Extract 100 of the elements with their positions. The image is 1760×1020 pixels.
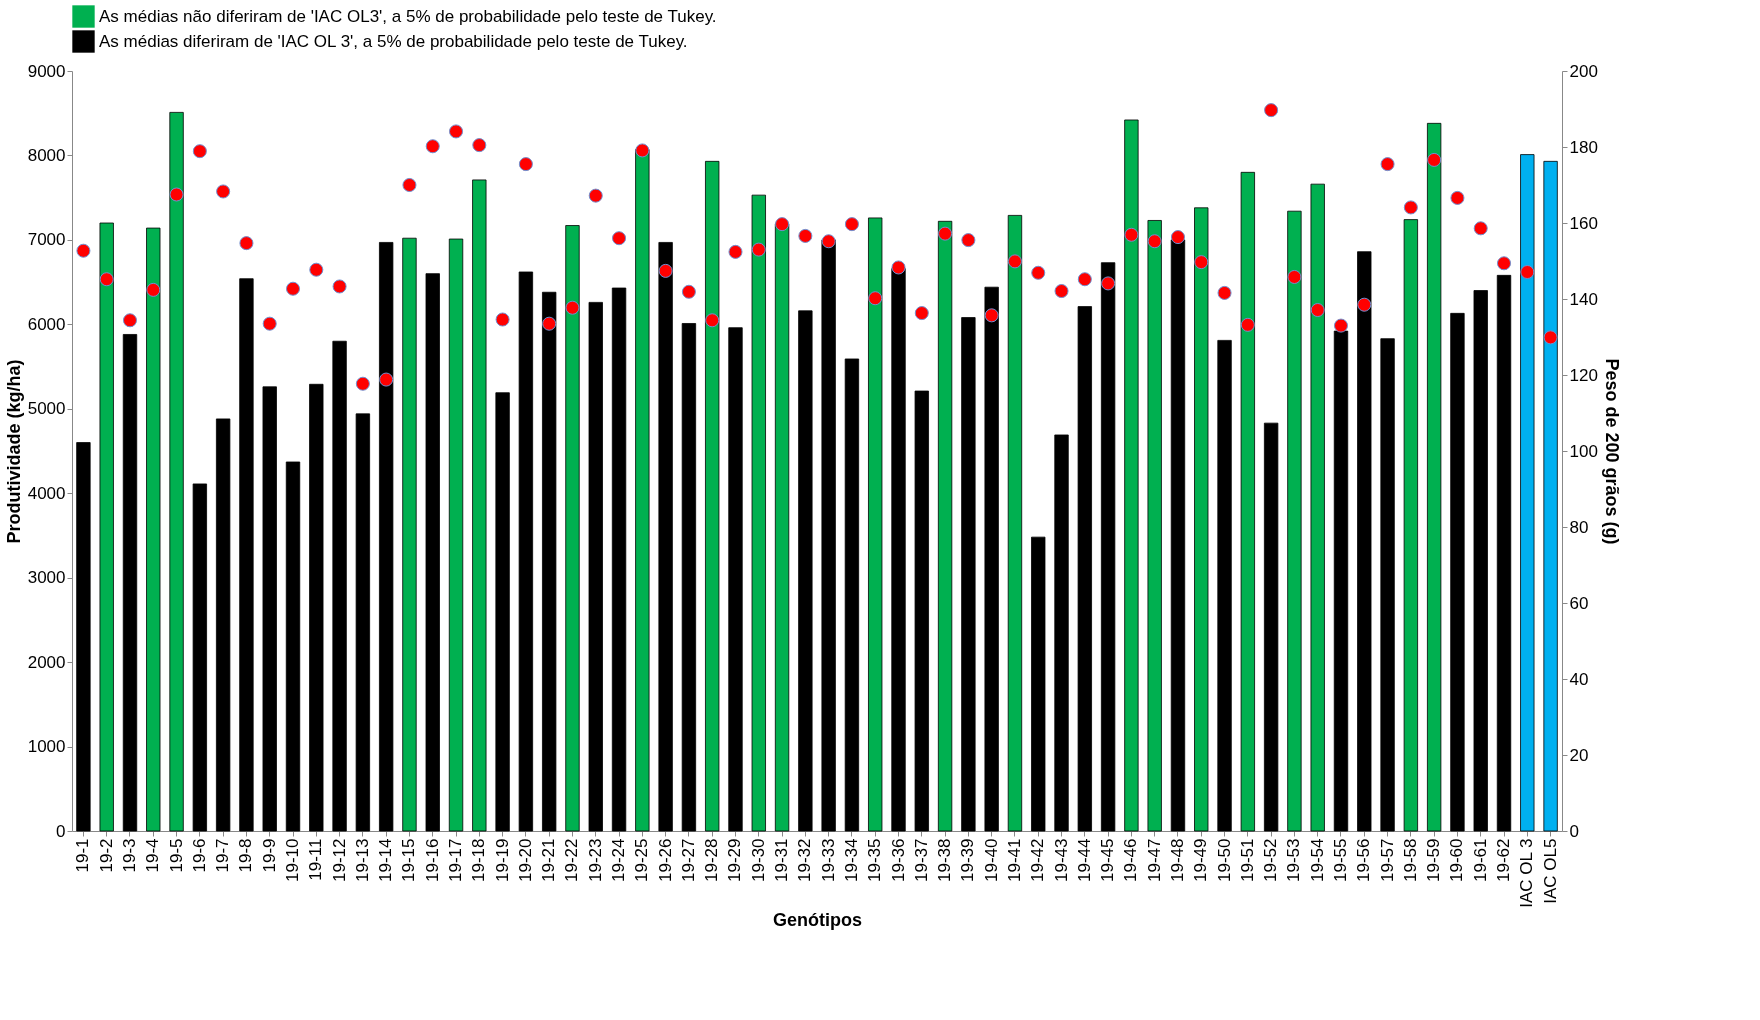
x-tick-label: 19-35 bbox=[865, 838, 885, 882]
bar bbox=[1240, 171, 1255, 832]
x-tick-label: 19-17 bbox=[446, 838, 466, 882]
x-tick-label: 19-45 bbox=[1098, 838, 1118, 882]
y-tick-label: 6000 bbox=[27, 314, 66, 334]
x-tick-label: 19-20 bbox=[515, 838, 535, 882]
y-tick-label: 1000 bbox=[27, 737, 66, 757]
x-tick-label: 19-49 bbox=[1191, 838, 1211, 882]
bar bbox=[192, 483, 208, 832]
bar bbox=[1426, 122, 1442, 832]
bar bbox=[844, 358, 860, 832]
bar bbox=[542, 291, 557, 832]
bar bbox=[681, 323, 697, 832]
x-tick-label: 19-56 bbox=[1354, 838, 1374, 882]
y-axis-title: Produtividade (kg/ha) bbox=[3, 359, 24, 544]
x-tick-label: 19-16 bbox=[422, 838, 442, 882]
x-tick-label: 19-44 bbox=[1074, 838, 1094, 882]
bar bbox=[937, 220, 953, 832]
x-tick-label: 19-59 bbox=[1424, 838, 1444, 882]
y2-tick-label: 140 bbox=[1569, 289, 1598, 309]
bar bbox=[99, 222, 114, 832]
bar bbox=[1077, 306, 1092, 832]
bar bbox=[961, 317, 976, 832]
bar bbox=[868, 217, 883, 832]
x-tick-label: 19-2 bbox=[96, 838, 116, 873]
bar bbox=[1496, 274, 1512, 832]
x-tick-label: 19-61 bbox=[1470, 838, 1490, 882]
x-tick-label: 19-12 bbox=[329, 838, 349, 882]
x-tick-label: 19-7 bbox=[213, 838, 233, 873]
x-tick-label: IAC OL 3 bbox=[1517, 838, 1537, 908]
bar bbox=[1100, 262, 1116, 832]
x-tick-label: 19-22 bbox=[562, 838, 582, 882]
y2-tick-label: 60 bbox=[1569, 593, 1589, 613]
legend-label: As médias diferiram de 'IAC OL 3', a 5% de probabilidade pelo teste de Tukey. bbox=[99, 31, 688, 51]
bar bbox=[122, 334, 138, 832]
y2-tick-label: 0 bbox=[1569, 821, 1579, 841]
y-tick-label: 7000 bbox=[27, 230, 66, 250]
x-tick-label: 19-21 bbox=[539, 838, 559, 882]
y-tick-label: 0 bbox=[56, 821, 66, 841]
bar bbox=[728, 327, 743, 832]
bar bbox=[984, 286, 999, 832]
bar bbox=[309, 383, 324, 832]
bar bbox=[588, 301, 603, 832]
x-tick-label: 19-53 bbox=[1284, 838, 1304, 882]
bar bbox=[1380, 338, 1395, 832]
x-tick-label: 19-27 bbox=[678, 838, 698, 882]
bar bbox=[1194, 207, 1209, 832]
bar bbox=[472, 179, 487, 832]
x-tick-label: 19-57 bbox=[1377, 838, 1397, 882]
x-tick-label: 19-52 bbox=[1261, 838, 1281, 882]
x-tick-label: 19-5 bbox=[166, 838, 186, 873]
x-tick-label: 19-34 bbox=[841, 838, 861, 882]
y2-tick-label: 200 bbox=[1569, 61, 1598, 81]
x-tick-label: 19-38 bbox=[935, 838, 955, 882]
bar bbox=[798, 310, 813, 832]
x-tick-label: 19-40 bbox=[981, 838, 1001, 882]
bar bbox=[1217, 339, 1232, 832]
bar bbox=[262, 386, 277, 832]
x-tick-label: 19-33 bbox=[818, 838, 838, 882]
bar bbox=[332, 340, 347, 832]
x-tick-label: 19-51 bbox=[1237, 838, 1257, 882]
y2-tick-label: 40 bbox=[1569, 669, 1589, 689]
bar bbox=[518, 271, 534, 832]
x-tick-label: 19-48 bbox=[1167, 838, 1187, 882]
bar bbox=[146, 227, 161, 832]
bar bbox=[169, 111, 184, 832]
x-tick-label: 19-36 bbox=[888, 838, 908, 882]
bar bbox=[402, 237, 417, 832]
x-tick-label: 19-41 bbox=[1004, 838, 1024, 882]
y2-tick-label: 100 bbox=[1569, 441, 1598, 461]
bar bbox=[1287, 210, 1302, 832]
x-tick-label: 19-24 bbox=[609, 838, 629, 882]
x-tick-label: 19-55 bbox=[1330, 838, 1350, 882]
bar bbox=[751, 194, 766, 832]
bar bbox=[379, 242, 394, 832]
bar bbox=[1031, 536, 1046, 832]
bar bbox=[1310, 183, 1325, 832]
bar bbox=[611, 287, 627, 832]
bar bbox=[1403, 219, 1419, 832]
bar bbox=[914, 390, 929, 832]
x-tick-label: 19-9 bbox=[259, 838, 279, 873]
bar bbox=[1450, 312, 1465, 832]
x-tick-label: 19-58 bbox=[1400, 838, 1420, 882]
x-tick-label: 19-47 bbox=[1144, 838, 1164, 882]
bar bbox=[285, 461, 301, 832]
x-tick-label: 19-43 bbox=[1051, 838, 1071, 882]
y2-axis-title: Peso de 200 grãos (g) bbox=[1601, 358, 1622, 545]
bar bbox=[1007, 215, 1023, 832]
bar bbox=[448, 238, 464, 832]
bar bbox=[495, 392, 510, 832]
bar bbox=[1473, 290, 1488, 832]
bar bbox=[658, 242, 673, 832]
y2-tick-label: 20 bbox=[1569, 745, 1589, 765]
x-tick-label: 19-13 bbox=[352, 838, 372, 882]
x-tick-label: 19-25 bbox=[632, 838, 652, 882]
bar bbox=[1263, 422, 1279, 832]
y-tick-label: 2000 bbox=[27, 652, 66, 672]
x-tick-label: 19-31 bbox=[772, 838, 792, 882]
x-tick-label: 19-39 bbox=[958, 838, 978, 882]
bar bbox=[1054, 434, 1069, 832]
